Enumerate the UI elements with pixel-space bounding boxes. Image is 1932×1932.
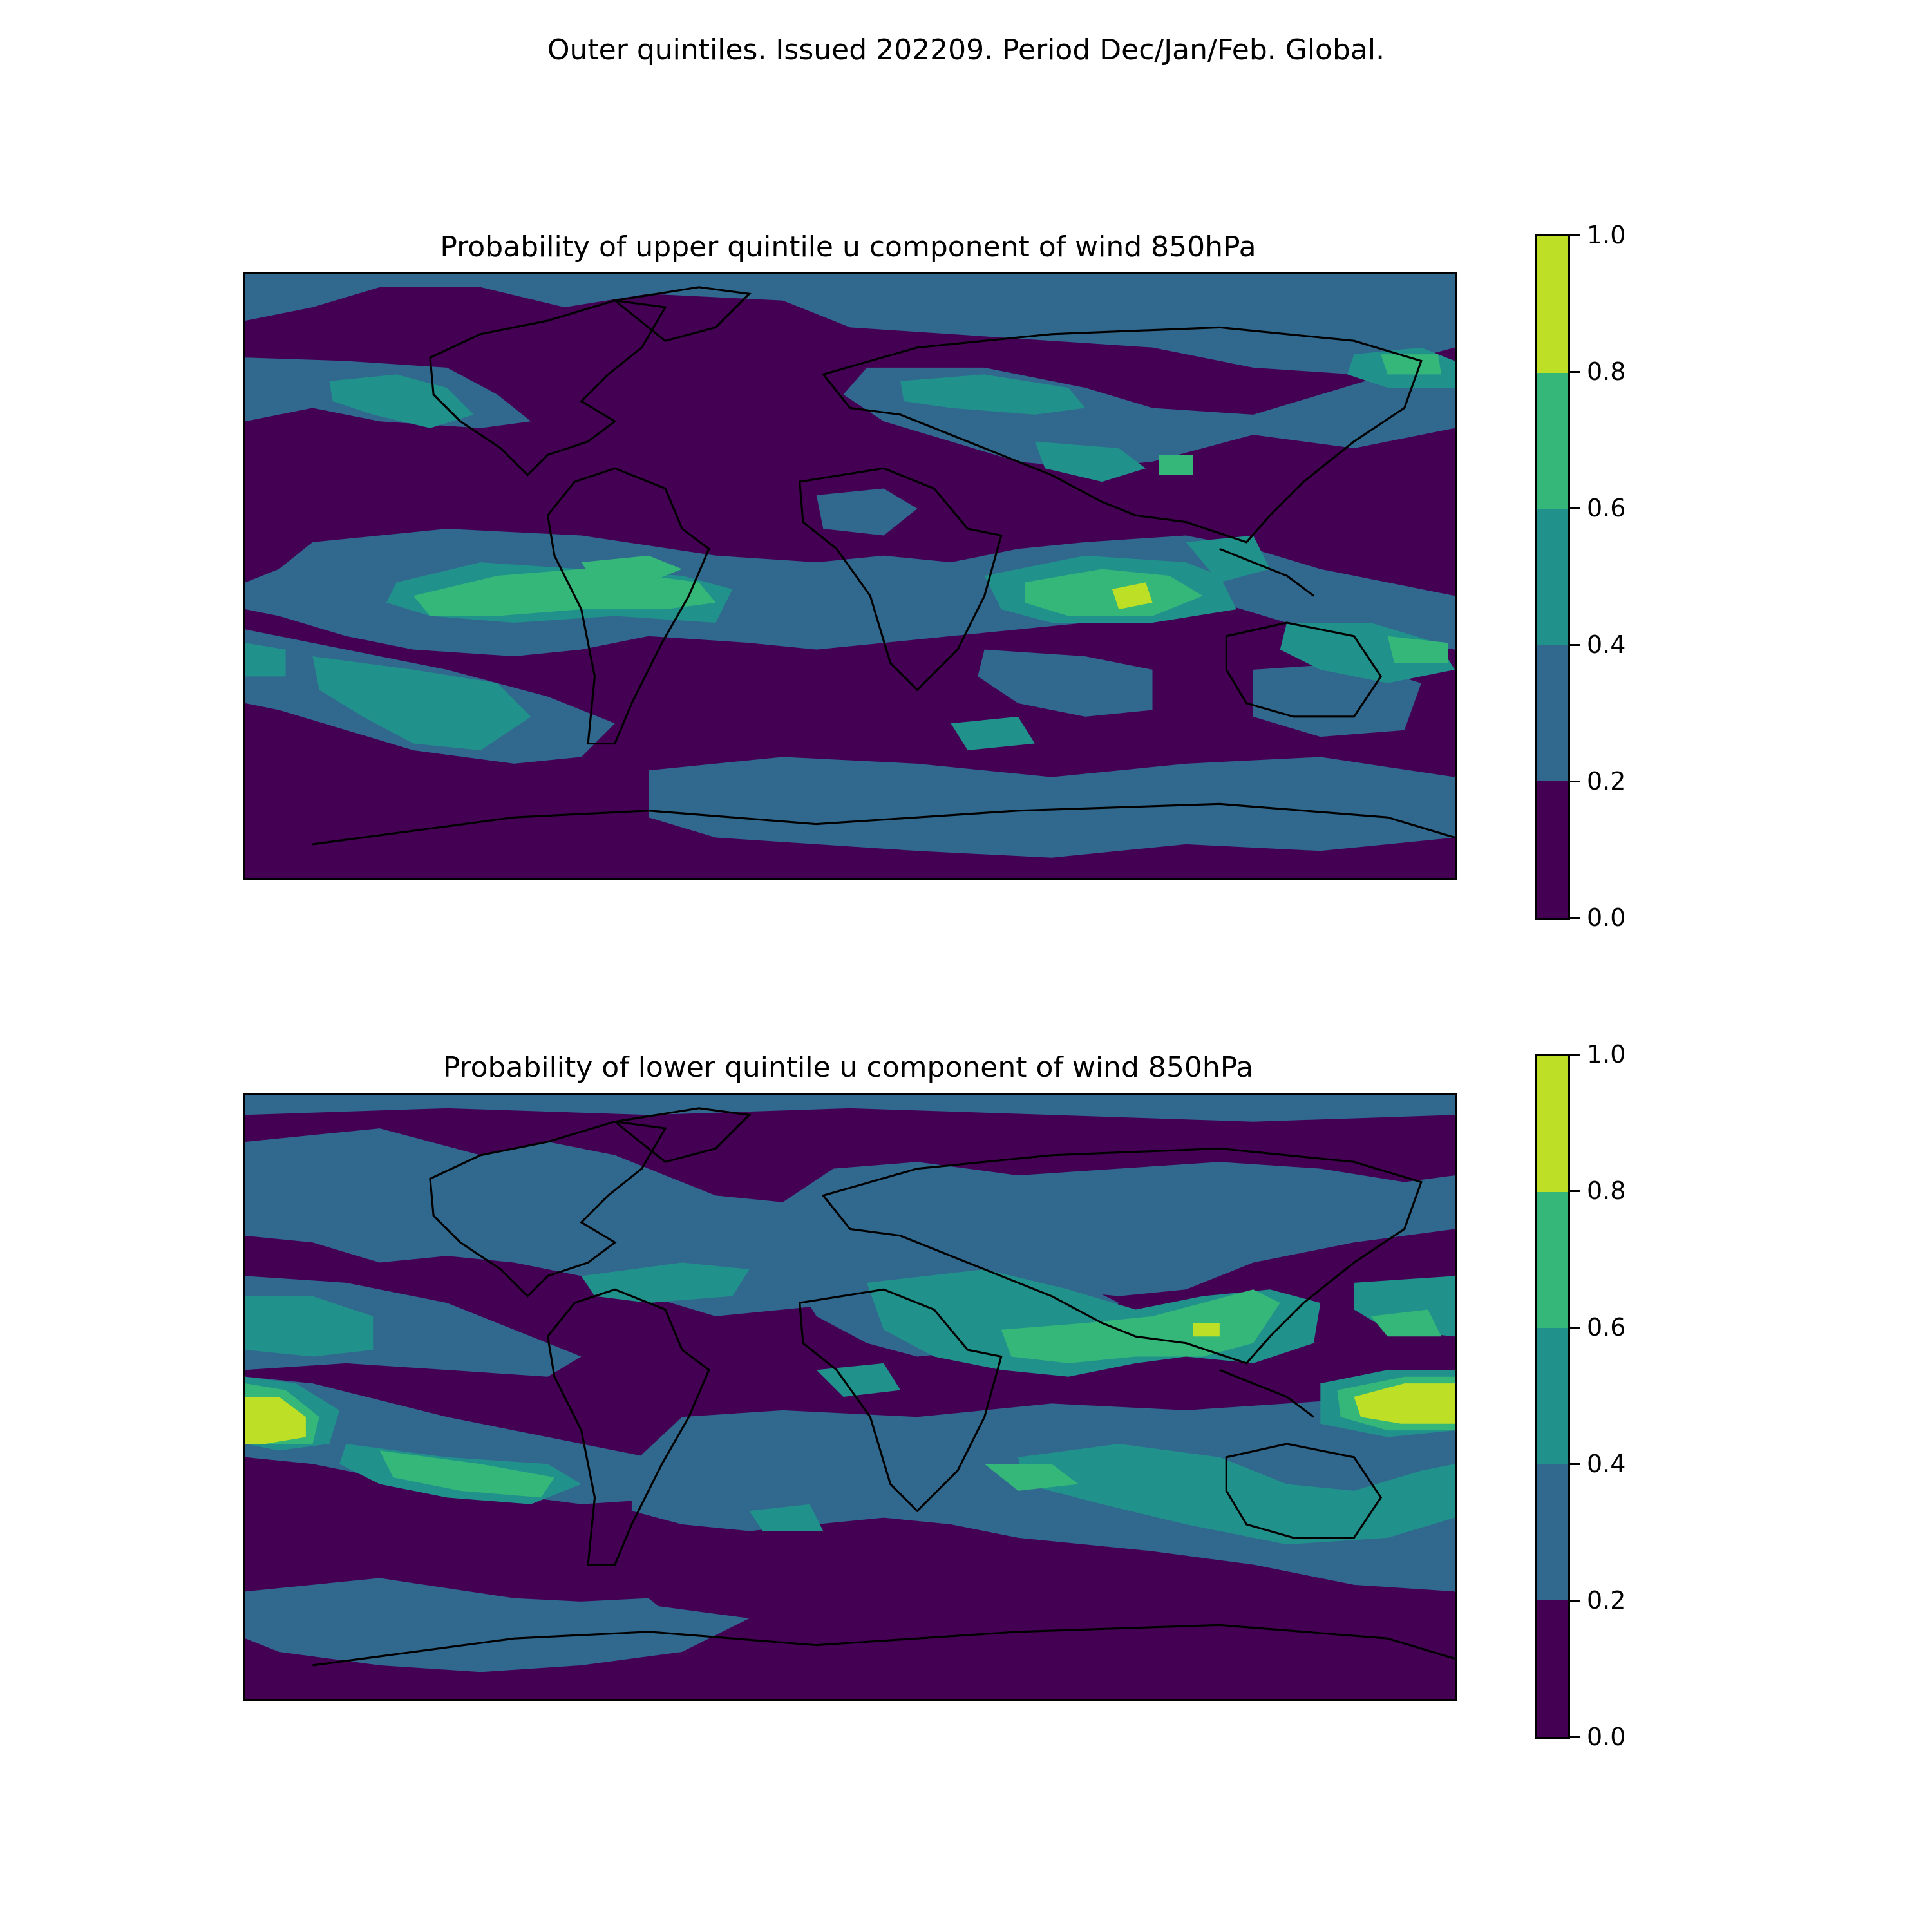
colorbar-upper-seg-0 xyxy=(1537,781,1568,918)
map-lower-svg xyxy=(245,1095,1455,1699)
colorbar-upper-seg-2 xyxy=(1537,509,1568,645)
colorbar-lower-seg-0 xyxy=(1537,1600,1568,1737)
colorbar-lower-seg-4 xyxy=(1537,1056,1568,1192)
panel-title-upper: Probability of upper quintile u componen… xyxy=(440,231,1256,263)
field-level-3 xyxy=(413,354,1448,663)
map-upper-svg xyxy=(245,274,1455,878)
map-upper-quintile xyxy=(243,272,1457,880)
coastlines-upper xyxy=(312,286,1455,846)
colorbar-upper-seg-3 xyxy=(1537,372,1568,509)
colorbar-upper-seg-1 xyxy=(1537,645,1568,782)
colorbar-upper xyxy=(1535,234,1570,920)
colorbar-lower-seg-1 xyxy=(1537,1464,1568,1601)
figure-suptitle: Outer quintiles. Issued 202209. Period D… xyxy=(547,33,1385,66)
colorbar-lower-seg-2 xyxy=(1537,1328,1568,1464)
colorbar-upper-seg-4 xyxy=(1537,236,1568,373)
coastlines-lower xyxy=(312,1107,1455,1667)
panel-title-lower: Probability of lower quintile u componen… xyxy=(442,1051,1254,1084)
map-lower-quintile xyxy=(243,1093,1457,1701)
colorbar-lower-seg-3 xyxy=(1537,1191,1568,1329)
colorbar-lower xyxy=(1535,1054,1570,1739)
field-level-4 xyxy=(245,1323,1455,1444)
field-level-4 xyxy=(1112,582,1153,610)
